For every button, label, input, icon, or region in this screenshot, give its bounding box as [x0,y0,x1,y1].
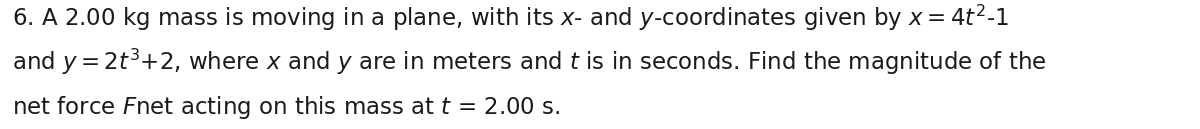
Text: and $y = 2t^3$+2, where $x$ and $y$ are in meters and $t$ is in seconds. Find th: and $y = 2t^3$+2, where $x$ and $y$ are … [12,47,1046,77]
Text: net force $\mathit{F}$net acting on this mass at $t$ = 2.00 s.: net force $\mathit{F}$net acting on this… [12,94,560,120]
Text: 6. A 2.00 kg mass is moving in a plane, with its $x$- and $y$-coordinates given : 6. A 2.00 kg mass is moving in a plane, … [12,3,1009,33]
